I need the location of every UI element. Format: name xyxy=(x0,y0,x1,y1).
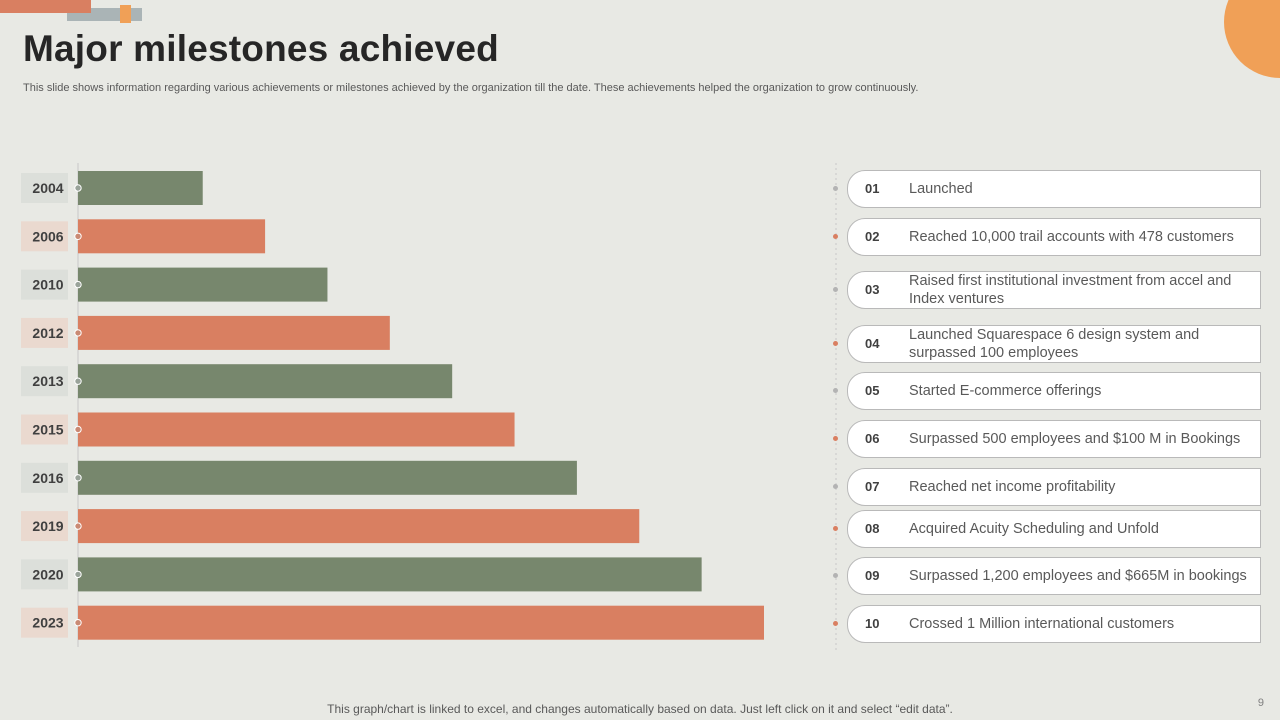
milestone-connector-dot xyxy=(833,287,838,292)
bar-marker-dot xyxy=(74,184,82,192)
milestone-item: 01 Launched xyxy=(847,170,1261,208)
chart-bar xyxy=(78,605,764,640)
bar-marker-dot xyxy=(74,619,82,627)
milestone-card xyxy=(847,605,1261,643)
milestone-connector-dot xyxy=(833,621,838,626)
milestone-text: Reached net income profitability xyxy=(909,479,1116,495)
milestone-card xyxy=(847,468,1261,506)
bar-marker-dot xyxy=(74,329,82,337)
milestone-card xyxy=(847,325,1261,363)
milestone-number: 10 xyxy=(865,616,880,631)
milestone-text: Surpassed 1,200 employees and $665M in b… xyxy=(909,568,1247,584)
year-label-bg xyxy=(21,462,68,493)
milestone-connector-dot xyxy=(833,341,838,346)
milestone-number: 09 xyxy=(865,568,880,583)
bar-marker-dot xyxy=(74,232,82,241)
milestone-item: 10 Crossed 1 Million international custom… xyxy=(847,605,1261,643)
chart-bar xyxy=(78,364,453,399)
slide-title: Major milestones achieved xyxy=(23,28,499,69)
decorative-circle xyxy=(1224,0,1280,78)
year-label: 2023 xyxy=(32,615,63,631)
chart-bar xyxy=(78,460,577,495)
milestone-number: 04 xyxy=(865,336,880,351)
milestone-text: Raised first institutional investment fr… xyxy=(909,273,1232,307)
milestone-card xyxy=(847,510,1261,548)
milestone-number: 07 xyxy=(865,479,880,494)
milestone-item: 06 Surpassed 500 employees and $100 M in … xyxy=(847,420,1261,458)
milestone-item: 03 Raised first institutional investment … xyxy=(847,271,1261,309)
year-label-bg xyxy=(21,414,68,445)
year-label-bg xyxy=(21,366,68,397)
chart-bar xyxy=(78,171,203,205)
year-label-bg xyxy=(21,559,68,590)
milestone-item: 04 Launched Squarespace 6 design system a… xyxy=(847,325,1261,363)
chart-bar xyxy=(78,315,390,350)
milestone-item: 07 Reached net income profitability xyxy=(847,468,1261,506)
milestone-card xyxy=(847,557,1261,595)
year-label-bg xyxy=(21,221,68,252)
milestone-text: Started E-commerce offerings xyxy=(909,383,1102,399)
milestone-number: 03 xyxy=(865,282,880,297)
milestone-connector-dot xyxy=(833,234,838,239)
bar-marker-dot xyxy=(74,425,82,434)
year-label-bg xyxy=(21,173,68,203)
chart-bar xyxy=(78,412,515,447)
milestone-item: 08 Acquired Acuity Scheduling and Unfold xyxy=(847,510,1261,548)
milestone-connector-dot xyxy=(833,436,838,441)
chart-bar xyxy=(78,557,702,592)
year-label-bg xyxy=(21,269,68,300)
milestone-card xyxy=(847,420,1261,458)
bar-marker-dot xyxy=(74,474,82,482)
year-label: 2016 xyxy=(32,470,63,486)
bar-marker-dot xyxy=(74,280,82,289)
milestone-connector-dot xyxy=(833,484,838,489)
milestone-number: 08 xyxy=(865,521,880,536)
milestone-connector-dot xyxy=(833,186,838,191)
year-label-bg xyxy=(21,511,68,542)
milestone-connector-dot xyxy=(833,526,838,531)
milestone-number: 01 xyxy=(865,181,880,196)
milestone-card xyxy=(847,271,1261,309)
milestone-card xyxy=(847,218,1261,256)
year-label: 2006 xyxy=(32,228,63,244)
milestone-connector-dot xyxy=(833,573,838,578)
milestone-number: 05 xyxy=(865,383,880,398)
footnote: This graph/chart is linked to excel, and… xyxy=(327,702,953,716)
year-label: 2013 xyxy=(32,373,63,389)
decorative-bar xyxy=(0,0,91,13)
milestone-text: Crossed 1 Million international customer… xyxy=(909,616,1175,632)
milestone-item: 02 Reached 10,000 trail accounts with 478… xyxy=(847,218,1261,256)
bar-marker-dot xyxy=(74,570,82,579)
milestone-number: 06 xyxy=(865,431,880,446)
milestone-text: Acquired Acuity Scheduling and Unfold xyxy=(909,521,1159,537)
milestone-text: Launched xyxy=(909,181,973,197)
milestone-card xyxy=(847,170,1261,208)
milestone-card xyxy=(847,372,1261,410)
chart-bar xyxy=(78,219,266,254)
year-label: 2015 xyxy=(32,422,63,438)
slide-subtitle: This slide shows information regarding v… xyxy=(23,82,919,94)
year-label: 2019 xyxy=(32,518,63,534)
milestone-connector-dot xyxy=(833,388,838,393)
year-label: 2010 xyxy=(32,277,63,293)
year-label: 2004 xyxy=(32,180,63,196)
bar-marker-dot xyxy=(74,522,82,530)
milestone-text: Reached 10,000 trail accounts with 478 c… xyxy=(909,229,1234,245)
chart-bar xyxy=(78,267,328,302)
decorative-square xyxy=(120,5,131,23)
milestone-number: 02 xyxy=(865,229,880,244)
milestone-item: 05 Started E-commerce offerings xyxy=(847,372,1261,410)
year-label: 2012 xyxy=(32,325,63,341)
milestone-text: Launched Squarespace 6 design system and… xyxy=(909,327,1200,361)
year-label-bg xyxy=(21,607,68,638)
bar-marker-dot xyxy=(74,377,82,385)
year-label-bg xyxy=(21,317,68,348)
chart-bar xyxy=(78,509,640,544)
page-number: 9 xyxy=(1257,697,1264,709)
milestone-item: 09 Surpassed 1,200 employees and $665M in… xyxy=(847,557,1261,595)
year-label: 2020 xyxy=(32,566,63,582)
milestone-text: Surpassed 500 employees and $100 M in Bo… xyxy=(909,431,1241,447)
